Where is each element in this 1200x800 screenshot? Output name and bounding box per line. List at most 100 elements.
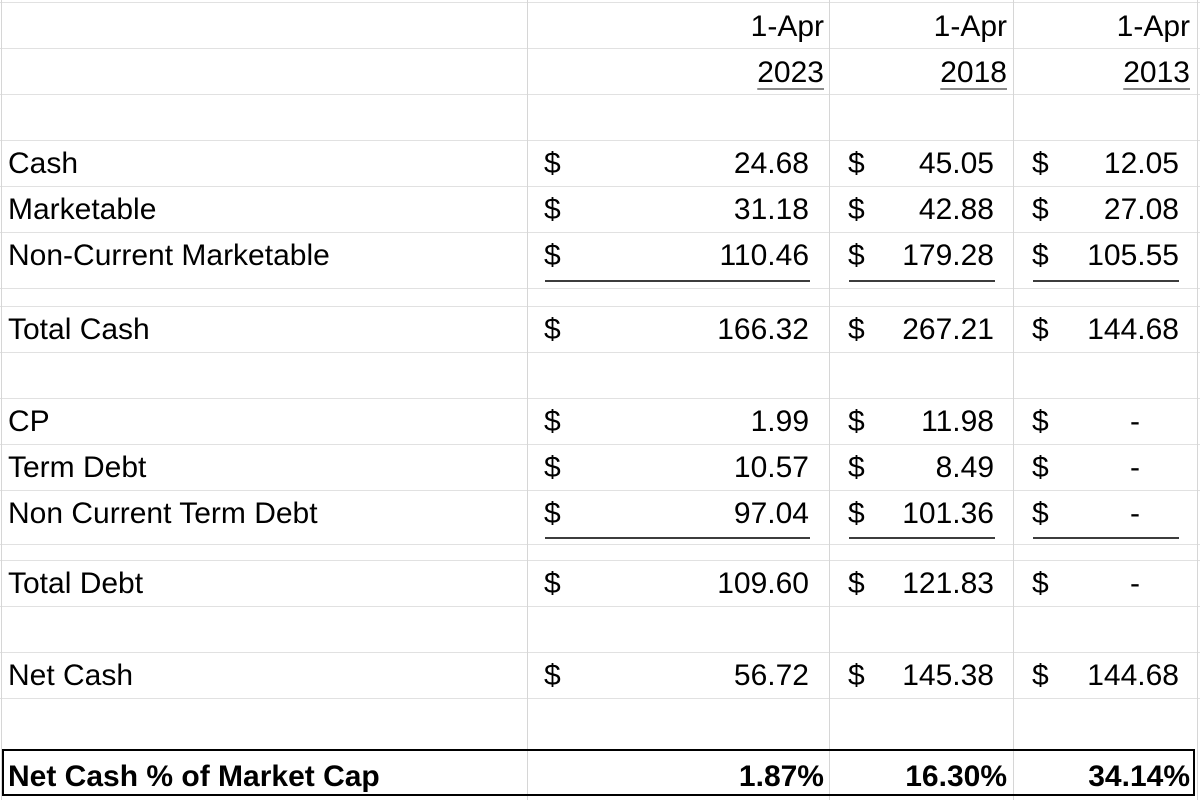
value-2023: 31.18 <box>733 193 809 226</box>
subtotal-rule <box>1033 537 1179 539</box>
currency-symbol: $ <box>1032 147 1049 180</box>
value-2013: - <box>1130 405 1140 438</box>
value-2023: 166.32 <box>717 313 809 346</box>
gridline <box>0 490 1200 491</box>
header-year-row: 2023 2018 2013 <box>0 50 1200 96</box>
currency-symbol: $ <box>1032 497 1049 530</box>
header-year-2023: 2023 <box>757 56 824 89</box>
gridline <box>0 398 1200 399</box>
summary-value-2018: 16.30% <box>905 760 1007 793</box>
header-month-2018: 1-Apr <box>933 10 1007 43</box>
table-row: Total Debt $ 109.60 $ 121.83 $ - <box>0 561 1200 607</box>
currency-symbol: $ <box>1032 239 1049 272</box>
value-2023: 24.68 <box>733 147 809 180</box>
value-2013: - <box>1130 451 1140 484</box>
table-row: Non Current Term Debt $ 97.04 $ 101.36 $… <box>0 491 1200 537</box>
row-label: CP <box>8 405 50 438</box>
gridline <box>0 232 1200 233</box>
currency-symbol: $ <box>848 567 865 600</box>
value-2018: 8.49 <box>935 451 994 484</box>
currency-symbol: $ <box>848 405 865 438</box>
summary-value-2023: 1.87% <box>738 760 824 793</box>
table-row: Total Cash $ 166.32 $ 267.21 $ 144.68 <box>0 307 1200 353</box>
value-2023: 109.60 <box>717 567 809 600</box>
gridline <box>0 140 1200 141</box>
gridline <box>0 698 1200 699</box>
gridline <box>1013 0 1014 800</box>
currency-symbol: $ <box>1032 659 1049 692</box>
row-label: Non-Current Marketable <box>8 239 330 272</box>
currency-symbol: $ <box>544 497 561 530</box>
table-row: Marketable $ 31.18 $ 42.88 $ 27.08 <box>0 187 1200 233</box>
currency-symbol: $ <box>1032 405 1049 438</box>
currency-symbol: $ <box>848 239 865 272</box>
currency-symbol: $ <box>1032 313 1049 346</box>
gridline <box>0 560 1200 561</box>
row-label: Term Debt <box>8 451 147 484</box>
gridline <box>1197 0 1198 800</box>
table-row: Cash $ 24.68 $ 45.05 $ 12.05 <box>0 141 1200 187</box>
currency-symbol: $ <box>544 659 561 692</box>
value-2018: 121.83 <box>902 567 994 600</box>
currency-symbol: $ <box>848 451 865 484</box>
gridline <box>0 606 1200 607</box>
currency-symbol: $ <box>848 313 865 346</box>
gridline <box>0 2 1200 3</box>
gridline <box>0 94 1200 95</box>
value-2018: 42.88 <box>918 193 994 226</box>
gridline <box>0 288 1200 289</box>
summary-box <box>2 749 1195 796</box>
summary-label: Net Cash % of Market Cap <box>8 760 380 793</box>
row-label: Total Debt <box>8 567 144 600</box>
gridline <box>1 0 2 800</box>
gridline <box>527 0 528 800</box>
value-2023: 1.99 <box>750 405 809 438</box>
gridline <box>0 652 1200 653</box>
subtotal-rule <box>545 537 810 539</box>
value-2013: 105.55 <box>1087 239 1179 272</box>
value-2013: - <box>1130 497 1140 530</box>
value-2018: 11.98 <box>921 405 994 438</box>
summary-value-2013: 34.14% <box>1088 760 1190 793</box>
value-2023: 10.57 <box>733 451 809 484</box>
table-row: Non-Current Marketable $ 110.46 $ 179.28… <box>0 233 1200 279</box>
row-label: Non Current Term Debt <box>8 497 318 530</box>
currency-symbol: $ <box>544 147 561 180</box>
value-2023: 110.46 <box>719 239 809 272</box>
row-label: Cash <box>8 147 79 180</box>
table-row: Net Cash $ 56.72 $ 145.38 $ 144.68 <box>0 653 1200 699</box>
value-2023: 56.72 <box>733 659 809 692</box>
currency-symbol: $ <box>544 405 561 438</box>
value-2018: 267.21 <box>902 313 994 346</box>
currency-symbol: $ <box>848 147 865 180</box>
currency-symbol: $ <box>1032 567 1049 600</box>
gridline <box>0 444 1200 445</box>
row-label: Marketable <box>8 193 157 226</box>
header-year-2013: 2013 <box>1123 56 1190 89</box>
value-2018: 101.36 <box>902 497 994 530</box>
value-2013: 12.05 <box>1103 147 1179 180</box>
value-2023: 97.04 <box>733 497 809 530</box>
currency-symbol: $ <box>848 193 865 226</box>
subtotal-rule <box>849 537 995 539</box>
value-2013: 144.68 <box>1087 659 1179 692</box>
currency-symbol: $ <box>544 451 561 484</box>
currency-symbol: $ <box>1032 193 1049 226</box>
gridline <box>0 544 1200 545</box>
currency-symbol: $ <box>848 497 865 530</box>
gridline <box>829 0 830 800</box>
currency-symbol: $ <box>544 313 561 346</box>
row-label: Total Cash <box>8 313 150 346</box>
table-row: CP $ 1.99 $ 11.98 $ - <box>0 399 1200 445</box>
value-2013: 27.08 <box>1103 193 1179 226</box>
subtotal-rule <box>849 280 995 282</box>
table-row: Term Debt $ 10.57 $ 8.49 $ - <box>0 445 1200 491</box>
header-month-row: 1-Apr 1-Apr 1-Apr <box>0 4 1200 50</box>
header-year-2018: 2018 <box>940 56 1007 89</box>
row-label: Net Cash <box>8 659 134 692</box>
value-2013: - <box>1130 567 1140 600</box>
gridline <box>0 48 1200 49</box>
currency-symbol: $ <box>1032 451 1049 484</box>
currency-symbol: $ <box>544 239 561 272</box>
